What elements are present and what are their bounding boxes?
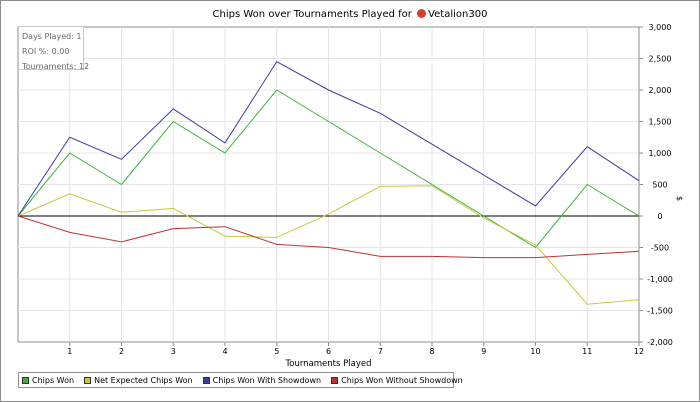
- y-tick-label: 3,000: [649, 23, 672, 32]
- title-prefix: Chips Won over Tournaments Played for: [212, 9, 412, 20]
- pokerstars-icon: [417, 9, 427, 18]
- legend-item: Chips Won With Showdown: [202, 375, 322, 385]
- legend-label: Net Expected Chips Won: [94, 375, 193, 385]
- x-tick-label: 3: [171, 347, 176, 356]
- legend-item: Chips Won Without Showdown: [331, 376, 463, 385]
- legend-label: Chips Won With Showdown: [212, 375, 322, 385]
- y-tick-label: 2,000: [649, 86, 672, 95]
- y-tick-label: 1,500: [649, 118, 672, 127]
- series-line-3: [17, 60, 640, 217]
- x-tick-label: 8: [429, 347, 434, 356]
- x-tick-label: 4: [222, 347, 227, 356]
- chart-title: Chips Won over Tournaments Played for Ve…: [0, 9, 700, 20]
- legend-swatch: [22, 376, 29, 384]
- y-tick-label: 500: [652, 181, 667, 190]
- legend-label: Chips Won: [32, 375, 75, 385]
- series-line-1: [17, 89, 640, 249]
- x-axis-label: Tournaments Played: [285, 359, 372, 369]
- x-tick-label: 1: [67, 347, 72, 356]
- legend-label: Chips Won Without Showdown: [341, 375, 463, 385]
- y-tick-label: -1,000: [647, 275, 673, 284]
- y-tick-label: -2,000: [647, 338, 673, 347]
- y-tick-label: 0: [657, 212, 662, 221]
- x-tick-label: 7: [378, 347, 383, 356]
- legend-item: Net Expected Chips Won: [84, 376, 193, 385]
- x-tick-label: 10: [530, 347, 540, 356]
- x-tick-label: 6: [326, 347, 331, 356]
- tournaments-stat: Tournaments: 12: [22, 62, 90, 71]
- y-tick-label: 1,000: [649, 149, 672, 158]
- legend-item: Chips Won: [22, 376, 74, 385]
- x-tick-label: 9: [481, 347, 486, 356]
- stats-box: Days Played: 1 ROI %: 0.00 Tournaments: …: [18, 26, 89, 71]
- series-line-2: [17, 185, 640, 305]
- roi-stat: ROI %: 0.00: [22, 47, 70, 56]
- days-played-stat: Days Played: 1: [22, 32, 82, 41]
- player-name: Vetalion300: [428, 9, 488, 20]
- x-tick-label: 2: [119, 347, 124, 356]
- series-line-4: [17, 215, 640, 259]
- chart-legend: Chips Won Net Expected Chips Won Chips Won…: [18, 372, 463, 388]
- legend-swatch: [331, 376, 339, 384]
- y-tick-label: -500: [651, 244, 669, 253]
- y-tick-label: -1,500: [647, 307, 673, 316]
- y-tick-label: 2,500: [649, 55, 672, 64]
- x-tick-label: 12: [634, 347, 644, 356]
- y-axis-label: $: [675, 196, 684, 201]
- legend-swatch: [202, 376, 210, 384]
- x-tick-label: 11: [582, 347, 592, 356]
- x-tick-label: 5: [274, 347, 279, 356]
- legend-swatch: [84, 376, 92, 384]
